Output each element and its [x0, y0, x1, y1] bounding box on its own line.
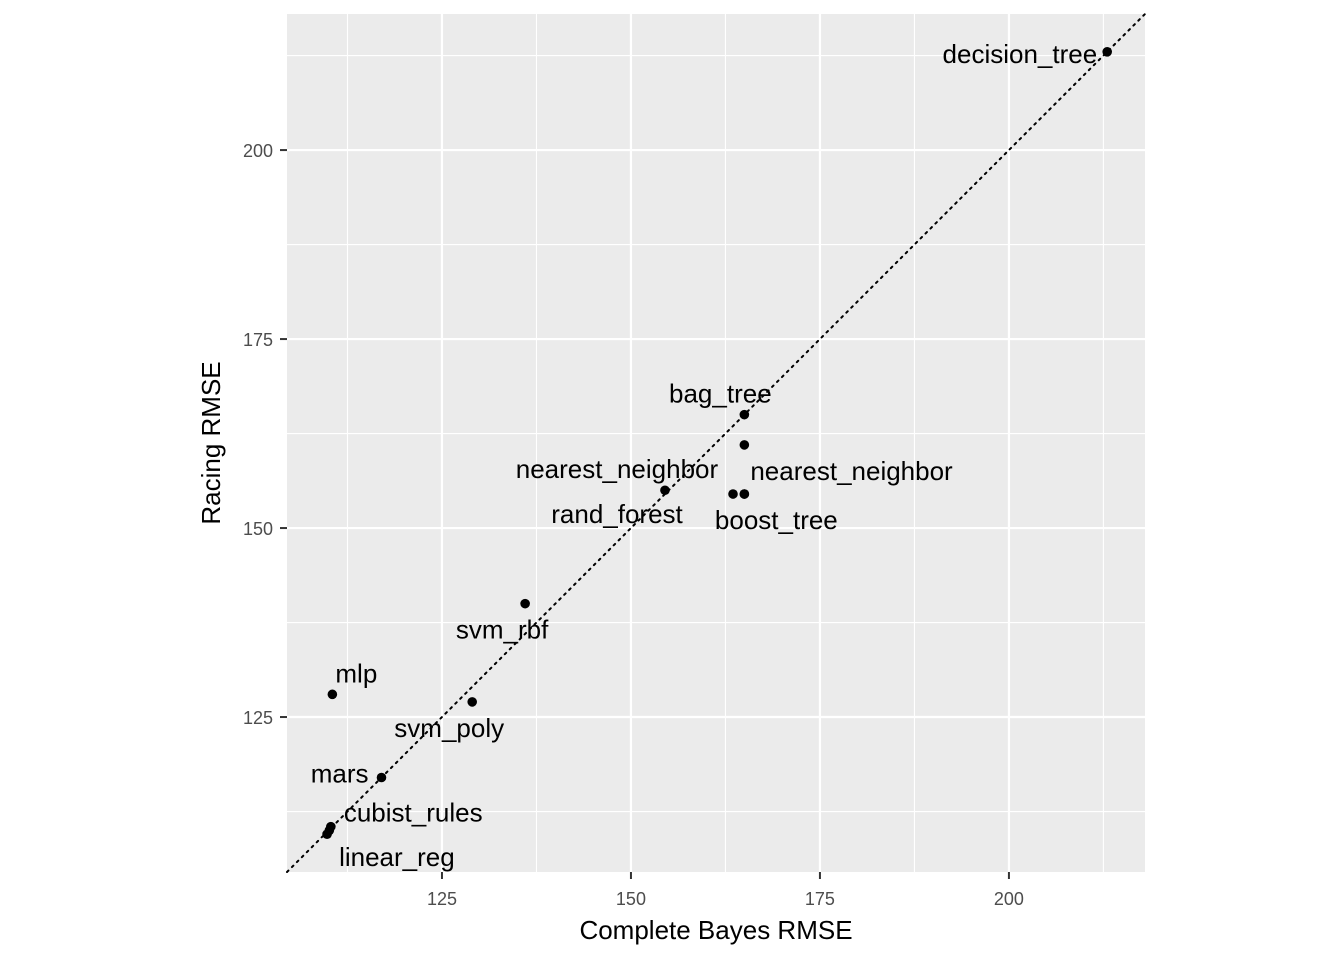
- data-points: [322, 46, 1113, 840]
- point-label: mlp: [335, 658, 377, 688]
- x-tick-label: 200: [994, 889, 1024, 909]
- point-label: linear_reg: [339, 842, 455, 872]
- data-point: [728, 489, 738, 499]
- x-tick-label: 125: [427, 889, 457, 909]
- point-label: cubist_rules: [344, 798, 483, 828]
- reference-line: [286, 13, 1146, 873]
- y-axis: 125 150 175 200: [243, 141, 287, 728]
- data-point: [739, 440, 750, 450]
- data-point: [660, 485, 670, 496]
- x-tick-label: 175: [805, 889, 835, 909]
- y-tick-label: 175: [243, 330, 273, 350]
- x-tick-label: 150: [616, 889, 646, 909]
- point-label: nearest_neighbor: [750, 456, 953, 486]
- y-tick-label: 200: [243, 141, 273, 161]
- point-label: rand_forest: [551, 499, 683, 529]
- data-point: [520, 598, 530, 609]
- x-axis: 125 150 175 200: [427, 872, 1024, 909]
- minor-gridlines: [287, 14, 1145, 872]
- point-label: mars: [311, 759, 369, 789]
- y-axis-title: Racing RMSE: [196, 361, 226, 524]
- data-point: [467, 697, 478, 707]
- point-labels: decision_tree bag_tree nearest_neighborran…: [311, 39, 1097, 872]
- data-point: [739, 489, 750, 499]
- point-label: svm_rbf: [456, 615, 549, 645]
- point-label: bag_tree: [669, 379, 772, 409]
- point-label: boost_tree: [715, 505, 838, 535]
- data-point: [1102, 46, 1113, 57]
- data-point: [322, 829, 332, 840]
- data-point: [739, 409, 750, 420]
- y-tick-label: 125: [243, 708, 273, 728]
- data-point: [376, 772, 387, 783]
- major-gridlines: [287, 14, 1145, 872]
- data-point: [327, 689, 338, 700]
- identity-reference-line: [286, 13, 1146, 873]
- point-label: svm_poly: [394, 713, 504, 743]
- point-label: nearest_neighbor: [516, 454, 719, 484]
- point-label: decision_tree: [943, 39, 1098, 69]
- x-axis-title: Complete Bayes RMSE: [579, 915, 852, 945]
- y-tick-label: 150: [243, 519, 273, 539]
